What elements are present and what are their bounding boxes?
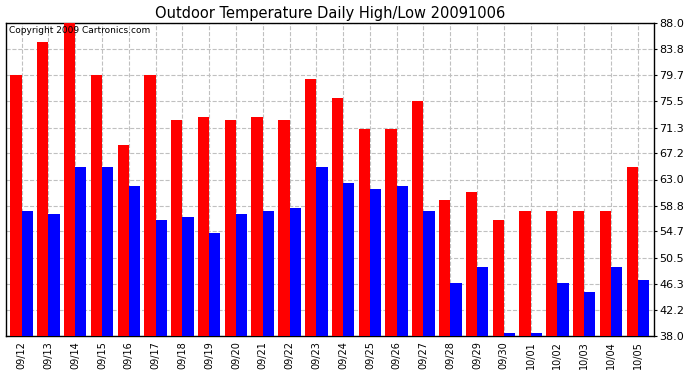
Bar	[48, 214, 59, 336]
Bar	[144, 75, 155, 336]
Bar	[504, 333, 515, 336]
Bar	[546, 211, 558, 336]
Bar	[493, 220, 504, 336]
Bar	[477, 267, 489, 336]
Bar	[370, 189, 381, 336]
Bar	[332, 98, 343, 336]
Bar	[397, 186, 408, 336]
Bar	[611, 267, 622, 336]
Bar	[102, 167, 113, 336]
Bar	[209, 232, 220, 336]
Bar	[117, 145, 129, 336]
Text: Copyright 2009 Cartronics.com: Copyright 2009 Cartronics.com	[9, 26, 150, 35]
Bar	[91, 75, 102, 336]
Bar	[305, 80, 316, 336]
Bar	[263, 211, 274, 336]
Bar	[278, 120, 290, 336]
Bar	[290, 208, 301, 336]
Bar	[171, 120, 182, 336]
Bar	[225, 120, 236, 336]
Bar	[412, 101, 424, 336]
Bar	[573, 211, 584, 336]
Bar	[600, 211, 611, 336]
Bar	[627, 167, 638, 336]
Bar	[343, 183, 355, 336]
Bar	[359, 129, 370, 336]
Bar	[424, 211, 435, 336]
Bar	[155, 220, 167, 336]
Bar	[198, 117, 209, 336]
Bar	[451, 283, 462, 336]
Bar	[520, 211, 531, 336]
Bar	[129, 186, 140, 336]
Bar	[638, 280, 649, 336]
Bar	[466, 192, 477, 336]
Bar	[439, 200, 451, 336]
Bar	[10, 75, 21, 336]
Bar	[316, 167, 328, 336]
Bar	[584, 292, 595, 336]
Bar	[37, 42, 48, 336]
Bar	[64, 23, 75, 336]
Bar	[251, 117, 263, 336]
Bar	[21, 211, 33, 336]
Bar	[236, 214, 247, 336]
Bar	[75, 167, 86, 336]
Bar	[386, 129, 397, 336]
Bar	[182, 217, 194, 336]
Bar	[558, 283, 569, 336]
Bar	[531, 333, 542, 336]
Title: Outdoor Temperature Daily High/Low 20091006: Outdoor Temperature Daily High/Low 20091…	[155, 6, 505, 21]
